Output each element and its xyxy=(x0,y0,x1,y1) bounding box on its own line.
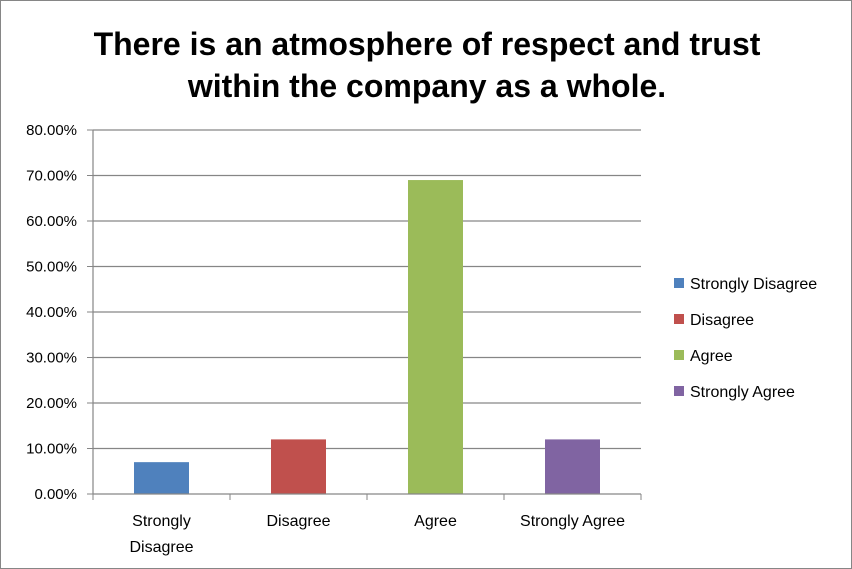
legend: Strongly Disagree Disagree Agree Strongly A… xyxy=(674,276,817,401)
y-tick-label: 20.00% xyxy=(26,395,77,412)
bar-agree xyxy=(408,180,463,495)
bars xyxy=(134,180,600,495)
x-category-label: Agree xyxy=(414,513,457,530)
legend-swatch xyxy=(674,314,684,324)
chart-title-line-1: There is an atmosphere of respect and tr… xyxy=(94,26,761,62)
gridlines xyxy=(93,129,641,450)
x-category-label: Disagree xyxy=(129,539,193,556)
y-tick-label: 50.00% xyxy=(26,259,77,276)
legend-label: Strongly Agree xyxy=(690,384,795,401)
bar-strongly-disagree xyxy=(134,462,189,494)
y-tick-label: 0.00% xyxy=(34,486,77,503)
y-tick-label: 60.00% xyxy=(26,213,77,230)
legend-item-strongly-agree: Strongly Agree xyxy=(674,384,795,401)
legend-item-strongly-disagree: Strongly Disagree xyxy=(674,276,817,293)
y-tick-label: 40.00% xyxy=(26,304,77,321)
chart-title-line-2: within the company as a whole. xyxy=(187,68,666,104)
legend-swatch xyxy=(674,278,684,288)
bar-disagree xyxy=(271,439,326,494)
legend-swatch xyxy=(674,386,684,396)
legend-item-agree: Agree xyxy=(674,348,733,365)
x-category-label: Disagree xyxy=(266,513,330,530)
x-category-label: Strongly Agree xyxy=(520,513,625,530)
legend-label: Strongly Disagree xyxy=(690,276,817,293)
y-tick-label: 70.00% xyxy=(26,168,77,185)
x-axis-category-labels: Strongly Disagree Disagree Agree Strongly Ag… xyxy=(129,513,625,556)
legend-label: Disagree xyxy=(690,312,754,329)
y-axis-tick-labels: 0.00% 10.00% 20.00% 30.00% 40.00% 50.00% 60.00… xyxy=(26,122,77,503)
y-tick-label: 30.00% xyxy=(26,350,77,367)
axes xyxy=(87,129,642,500)
legend-item-disagree: Disagree xyxy=(674,312,754,329)
legend-label: Agree xyxy=(690,348,733,365)
legend-swatch xyxy=(674,350,684,360)
y-tick-label: 80.00% xyxy=(26,122,77,139)
y-tick-label: 10.00% xyxy=(26,441,77,458)
x-category-label: Strongly xyxy=(132,513,191,530)
bar-strongly-agree xyxy=(545,439,600,494)
